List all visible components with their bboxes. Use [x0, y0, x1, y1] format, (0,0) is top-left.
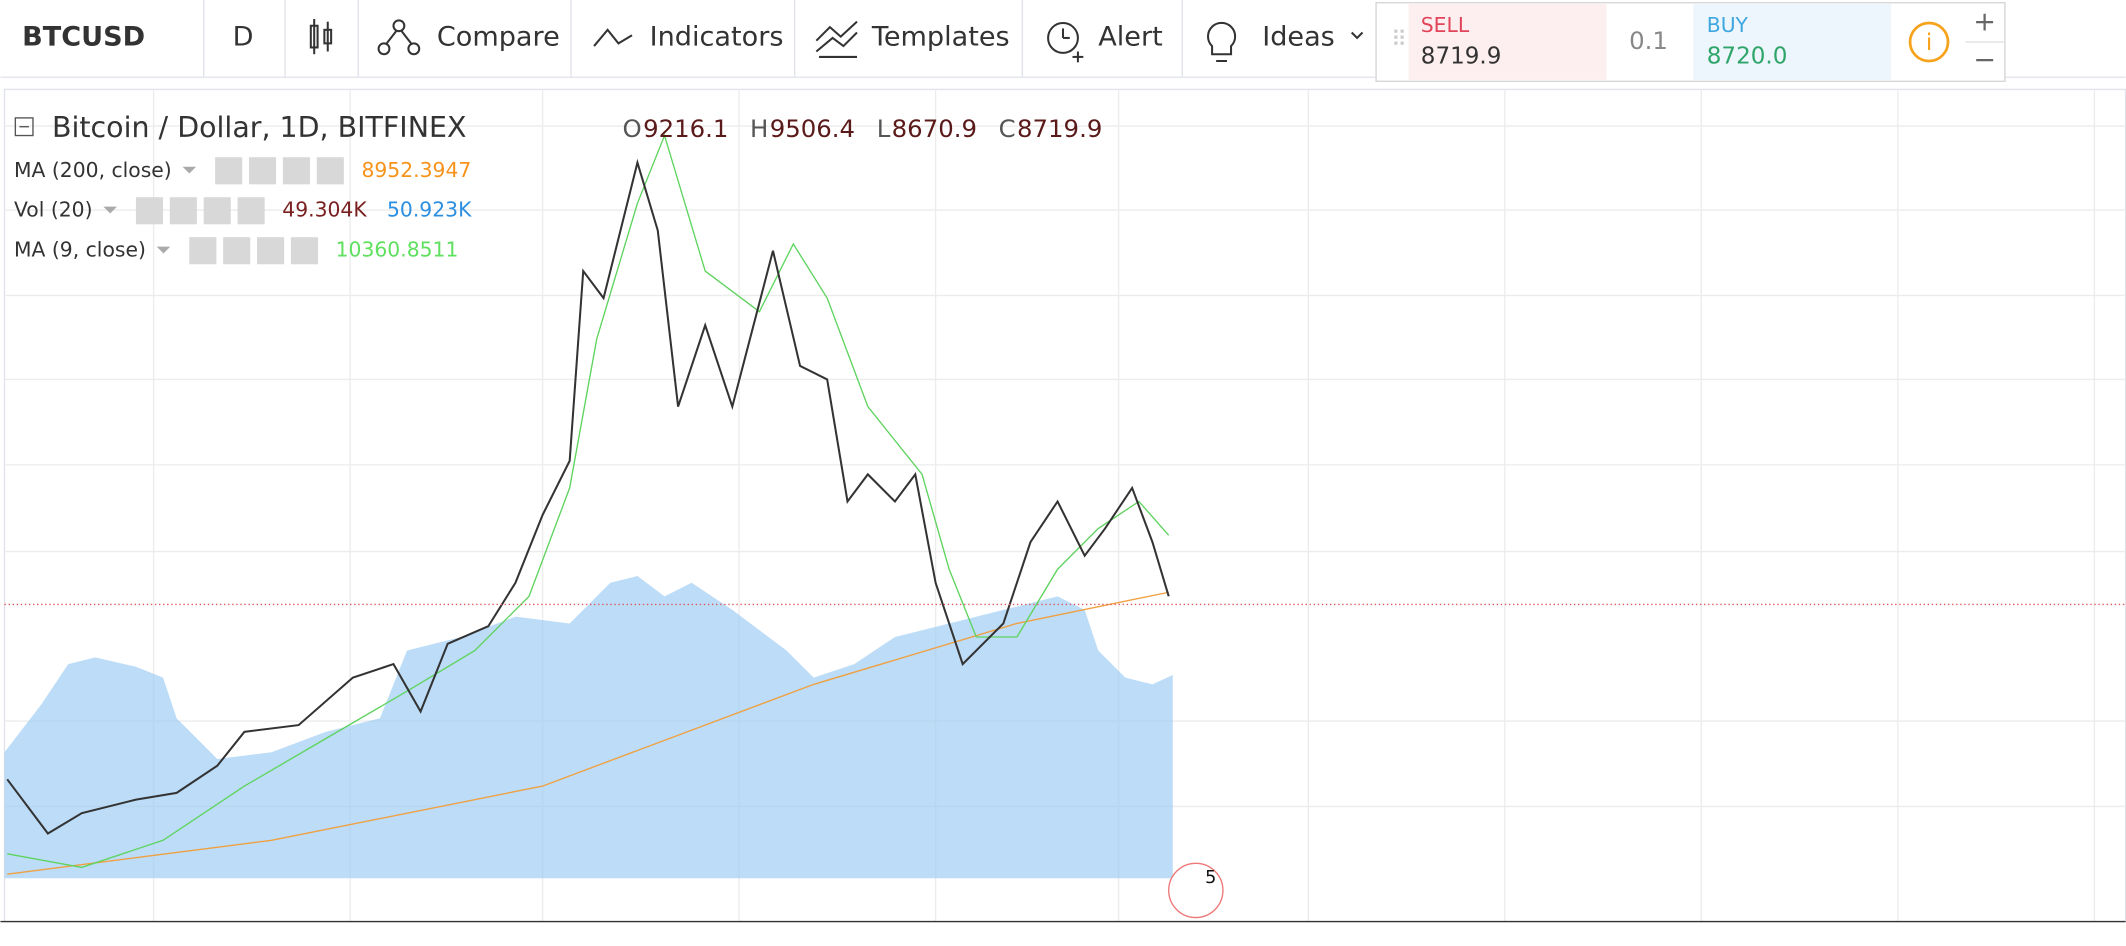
ohlc-value: 8670.9 [892, 114, 977, 143]
interval[interactable]: D [233, 21, 254, 52]
indicator-action[interactable] [203, 197, 231, 225]
buy-label: BUY [1707, 13, 1749, 37]
indicators-icon[interactable] [593, 28, 633, 47]
ideas-dropdown[interactable] [1350, 31, 1364, 40]
ma200-line [7, 591, 1169, 875]
event-badge[interactable] [1168, 862, 1224, 919]
ohlc-label: H [750, 114, 768, 143]
grid [4, 89, 2126, 922]
indicator-value: 8952.3947 [361, 158, 471, 182]
ma9-line [7, 133, 1170, 869]
ohlc-value: 9216.1 [643, 114, 728, 143]
series-title: Bitcoin / Dollar, 1D, BITFINEX [52, 111, 467, 144]
indicators: MA (200, close) 8952.3947 Vol (20) 49.304K 5… [14, 157, 472, 265]
candle-icon[interactable] [309, 18, 333, 55]
indicator-menu[interactable] [182, 166, 197, 174]
compare-button[interactable]: Compare [437, 21, 560, 52]
indicators-button[interactable]: Indicators [650, 21, 784, 52]
ideas-button[interactable]: Ideas [1262, 21, 1335, 52]
indicator-name: MA (200, close) [14, 158, 172, 182]
symbol[interactable]: BTCUSD [22, 21, 145, 52]
indicator-action[interactable] [282, 157, 310, 185]
indicator-value: 10360.8511 [336, 238, 459, 262]
ohlc-label: L [877, 114, 891, 143]
templates-icon[interactable] [815, 20, 858, 58]
alert-button[interactable]: Alert [1098, 21, 1162, 52]
ohlc-label: C [999, 114, 1016, 143]
sell-label: SELL [1421, 13, 1470, 37]
buy-price: 8720.0 [1707, 43, 1788, 69]
alert-icon[interactable] [1047, 22, 1084, 63]
ohlc-value: 8719.9 [1017, 114, 1102, 143]
info-button[interactable] [1908, 21, 1950, 63]
indicator-value: 49.304K [282, 198, 367, 222]
ohlc: O 9216.1 H 9506.4 L 8670.9 C 8719.9 [623, 114, 1103, 143]
indicator-action[interactable] [257, 237, 285, 265]
indicator-name: MA (9, close) [14, 238, 146, 262]
indicator-action[interactable] [290, 237, 319, 265]
buy-button[interactable] [1693, 4, 1892, 80]
templates-button[interactable]: Templates [871, 21, 1010, 52]
sell-button[interactable] [1408, 4, 1607, 80]
indicator-name: Vol (20) [14, 198, 93, 222]
indicator-menu[interactable] [103, 206, 117, 214]
quantity[interactable]: 0.1 [1629, 26, 1668, 55]
ideas-icon[interactable] [1207, 21, 1237, 63]
collapse-button[interactable] [14, 117, 34, 137]
volume-ma-area [4, 576, 1173, 879]
indicator-menu[interactable] [156, 246, 171, 254]
indicator-action[interactable] [135, 197, 164, 225]
indicator-action[interactable] [316, 157, 344, 185]
info-icon: i [1926, 30, 1932, 56]
indicator-action[interactable] [169, 197, 197, 225]
plus-button[interactable]: + [1973, 7, 1996, 38]
minus-button[interactable]: − [1973, 44, 1996, 75]
indicator-action[interactable] [215, 157, 243, 185]
indicator-action[interactable] [223, 237, 251, 265]
compare-icon[interactable] [377, 19, 421, 56]
event-count: 5 [1205, 868, 1216, 888]
indicator-action[interactable] [248, 157, 277, 185]
ohlc-label: O [623, 114, 642, 143]
indicator-action[interactable] [189, 237, 217, 265]
ohlc-value: 9506.4 [770, 114, 855, 143]
drag-handle[interactable]: ⠿ [1391, 28, 1407, 53]
sell-price: 8719.9 [1421, 43, 1502, 69]
indicator-action[interactable] [237, 197, 265, 225]
price-line [6, 158, 1170, 835]
indicator-value: 50.923K [387, 198, 472, 222]
